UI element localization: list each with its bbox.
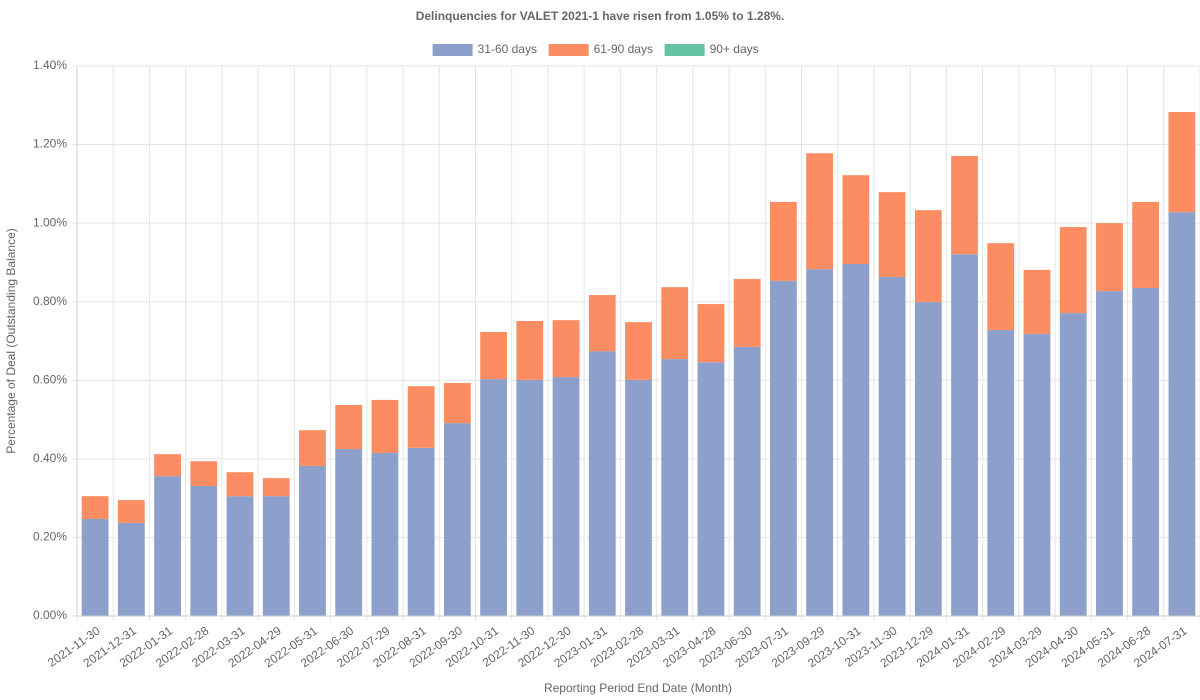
- bar-segment: [951, 254, 978, 616]
- bar-segment: [987, 243, 1015, 330]
- legend-label[interactable]: 61-90 days: [594, 42, 653, 56]
- bar-segment: [951, 155, 978, 255]
- bar-segment: [190, 461, 218, 486]
- bar-segment: [190, 485, 218, 616]
- bar-segment: [407, 386, 435, 448]
- bar-segment: [81, 518, 109, 616]
- bar-segment: [878, 192, 906, 277]
- bar-segment: [371, 399, 399, 453]
- y-tick-label: 0.00%: [33, 608, 67, 622]
- bar-segment: [335, 405, 363, 450]
- bar-segment: [1132, 201, 1160, 288]
- y-tick-label: 0.80%: [33, 294, 67, 308]
- y-tick-label: 0.60%: [33, 372, 67, 386]
- bar-segment: [769, 201, 797, 281]
- bar-segment: [987, 330, 1015, 616]
- bar-segment: [226, 496, 254, 616]
- y-axis-title: Percentage of Deal (Outstanding Balance): [4, 228, 18, 453]
- bar-segment: [842, 175, 870, 264]
- bar-segment: [1059, 227, 1087, 314]
- bar-segment: [1096, 291, 1123, 616]
- bar-segment: [697, 304, 725, 363]
- x-axis-title: Reporting Period End Date (Month): [544, 681, 732, 695]
- bar-segment: [154, 454, 181, 477]
- bar-segment: [697, 362, 725, 616]
- bar-segment: [371, 452, 399, 616]
- legend-label[interactable]: 90+ days: [710, 42, 759, 56]
- bar-segment: [914, 302, 942, 616]
- y-tick-label: 1.00%: [33, 215, 67, 229]
- bar-segment: [262, 478, 290, 497]
- chart-title: Delinquencies for VALET 2021-1 have rise…: [416, 9, 785, 23]
- bar-segment: [1168, 111, 1196, 213]
- bar-segment: [842, 264, 870, 616]
- bar-segment: [480, 379, 508, 616]
- bar-segment: [769, 280, 797, 616]
- y-tick-label: 1.40%: [33, 58, 67, 72]
- bar-segment: [661, 359, 689, 616]
- bar-segment: [588, 351, 616, 616]
- bar-segment: [117, 500, 145, 523]
- legend-swatch[interactable]: [548, 44, 589, 56]
- bar-segment: [299, 465, 326, 616]
- bar-segment: [625, 322, 652, 380]
- bar-segment: [262, 496, 290, 616]
- bar-segment: [1023, 333, 1051, 616]
- bar-segment: [1168, 212, 1196, 616]
- y-tick-label: 1.20%: [33, 137, 67, 151]
- bar-segment: [516, 320, 544, 380]
- bar-segment: [733, 278, 761, 347]
- bar-segment: [81, 496, 109, 519]
- bar-segment: [1023, 269, 1051, 334]
- bar-segment: [552, 377, 580, 616]
- bar-segment: [443, 383, 471, 424]
- bar-segment: [335, 449, 363, 616]
- bar-segment: [733, 346, 761, 616]
- bar-segment: [1059, 313, 1087, 616]
- y-tick-label: 0.40%: [33, 451, 67, 465]
- bar-segment: [806, 269, 834, 616]
- bar-segment: [1132, 287, 1160, 616]
- bar-segment: [407, 447, 435, 616]
- bar-segment: [588, 295, 616, 352]
- bar-segment: [117, 522, 145, 616]
- bar-segment: [878, 276, 906, 616]
- bar-segment: [914, 210, 942, 303]
- bar-segment: [154, 476, 181, 616]
- y-tick-label: 0.20%: [33, 530, 67, 544]
- legend-label[interactable]: 31-60 days: [478, 42, 537, 56]
- bar-segment: [226, 472, 254, 497]
- bar-segment: [299, 430, 326, 466]
- bar-segment: [480, 331, 508, 380]
- bar-segment: [552, 320, 580, 378]
- bar-segment: [1096, 223, 1123, 292]
- bar-segment: [806, 153, 834, 270]
- bar-segment: [443, 423, 471, 616]
- bar-segment: [516, 379, 544, 616]
- bar-segment: [661, 287, 689, 360]
- bar-segment: [625, 379, 652, 616]
- legend-swatch[interactable]: [664, 44, 705, 56]
- legend-swatch[interactable]: [432, 44, 473, 56]
